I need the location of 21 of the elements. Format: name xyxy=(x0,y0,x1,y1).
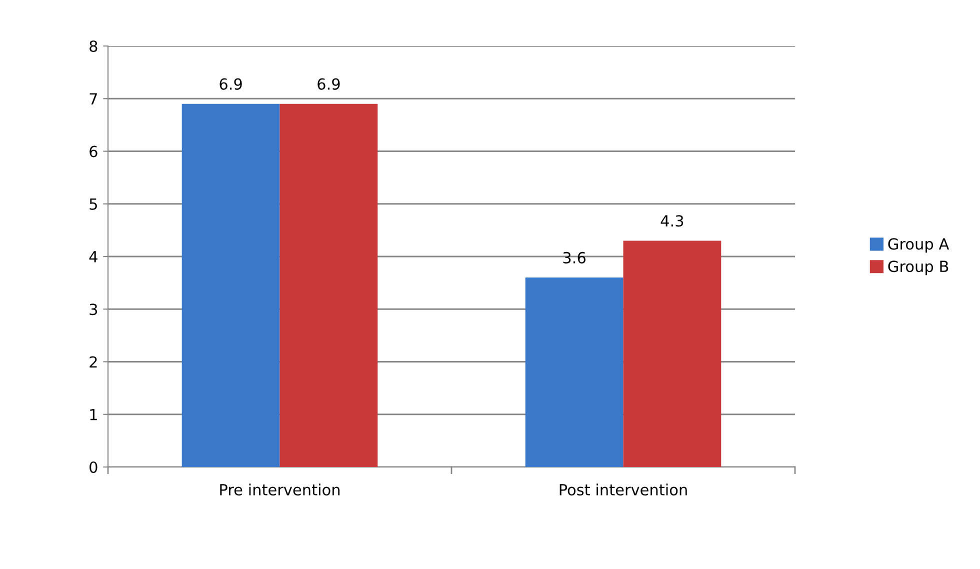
x-tick-label: Post intervention xyxy=(560,484,687,496)
y-tick-label: 1 xyxy=(90,409,97,420)
y-tick-label: 4 xyxy=(89,251,98,262)
y-tick-label: 6 xyxy=(90,146,98,158)
data-label: 4.3 xyxy=(660,215,684,227)
y-tick-label: 0 xyxy=(90,461,98,474)
data-label: 3.6 xyxy=(563,252,586,264)
bar xyxy=(525,278,624,467)
y-tick-label: 7 xyxy=(90,93,97,104)
x-tick-label: Pre intervention xyxy=(220,484,340,496)
data-label: 6.9 xyxy=(220,78,242,90)
bar xyxy=(182,104,280,467)
y-tick-label: 3 xyxy=(90,304,98,316)
legend-label: Group B xyxy=(888,260,948,276)
bar xyxy=(280,104,378,467)
data-label: 6.9 xyxy=(318,78,340,90)
y-tick-label: 8 xyxy=(90,40,98,52)
y-tick-label: 2 xyxy=(90,356,97,368)
bar xyxy=(623,240,722,467)
y-tick-label: 5 xyxy=(90,198,97,210)
legend-label: Group A xyxy=(888,238,950,253)
